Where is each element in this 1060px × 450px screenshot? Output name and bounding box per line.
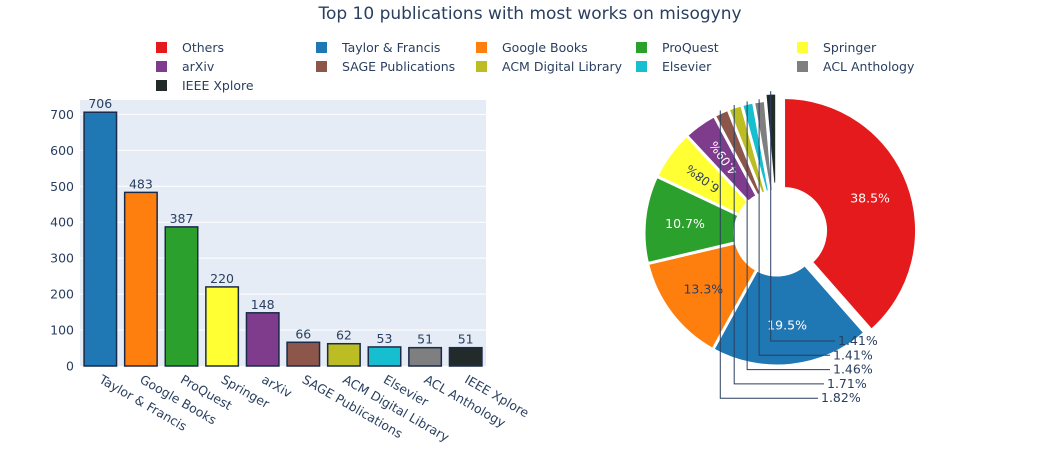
bar-arxiv	[245, 312, 280, 367]
legend-label: Taylor & Francis	[342, 39, 441, 55]
slice-label-ieee-xplore: 1.41%	[838, 333, 878, 348]
slice-label-others: 38.5%	[850, 190, 890, 205]
leader-line-elsevier	[746, 101, 830, 371]
leader-line-sage-publications	[719, 110, 818, 399]
data-label-arxiv: 148	[251, 297, 275, 312]
legend-swatch	[636, 41, 647, 53]
legend-label: Elsevier	[662, 58, 712, 74]
y-tick-label-500: 500	[50, 179, 74, 194]
legend-label: ACM Digital Library	[502, 58, 623, 74]
legend-swatch	[476, 60, 487, 72]
bar-taylor-and-francis	[83, 111, 118, 367]
bar-springer	[205, 286, 240, 367]
y-tick-label-400: 400	[50, 215, 74, 230]
data-label-proquest: 387	[170, 211, 194, 226]
legend-item-springer[interactable]: Springer	[797, 39, 876, 55]
slice-label-google-books: 13.3%	[683, 281, 723, 296]
data-label-acl-anthology: 51	[417, 332, 433, 347]
legend-item-google-books[interactable]: Google Books	[476, 39, 588, 55]
slice-label-acl-anthology: 1.41%	[833, 347, 873, 362]
slice-google-books	[645, 240, 759, 352]
bar-ieee-xplore	[448, 346, 483, 367]
legend-swatch	[316, 41, 327, 53]
slice-label-elsevier: 1.46%	[833, 362, 873, 377]
legend-label: ACL Anthology	[823, 58, 915, 74]
legend-label: IEEE Xplore	[182, 77, 254, 93]
legend-label: Others	[182, 39, 225, 55]
legend-swatch	[156, 41, 167, 53]
slice-label-sage-publications: 1.82%	[821, 390, 861, 405]
slice-label-acm-digital-library: 1.71%	[827, 376, 867, 391]
legend-item-arxiv[interactable]: arXiv	[156, 58, 214, 74]
bar-proquest	[164, 226, 199, 367]
legend-label: Google Books	[502, 39, 588, 55]
data-label-acm-digital-library: 62	[336, 328, 352, 343]
legend-swatch	[476, 41, 487, 53]
legend-label: arXiv	[182, 58, 215, 74]
data-label-taylor-and-francis: 706	[88, 96, 112, 111]
bar-sage-publications	[286, 341, 321, 367]
data-label-google-books: 483	[129, 176, 153, 191]
legend-swatch	[797, 60, 808, 72]
y-tick-label-600: 600	[50, 143, 74, 158]
legend-swatch	[156, 79, 167, 91]
slice-label-proquest: 10.7%	[665, 216, 705, 231]
y-tick-label-200: 200	[50, 287, 74, 302]
data-label-ieee-xplore: 51	[458, 332, 474, 347]
legend-item-acm-digital-library[interactable]: ACM Digital Library	[476, 58, 622, 74]
slice-acl-anthology	[751, 98, 775, 194]
slice-label-taylor-and-francis: 19.5%	[767, 317, 807, 332]
legend-item-sage-publications[interactable]: SAGE Publications	[316, 58, 455, 74]
data-label-springer: 220	[210, 271, 234, 286]
legend-item-others[interactable]: Others	[156, 39, 224, 55]
bar-acm-digital-library	[326, 342, 361, 367]
donut-chart: 38.5%19.5%13.3%10.7%6.08%4.09%1.82%1.71%…	[642, 91, 919, 405]
legend-item-proquest[interactable]: ProQuest	[636, 39, 719, 55]
bar-google-books	[123, 191, 158, 367]
legend-swatch	[797, 41, 808, 53]
y-tick-label-300: 300	[50, 251, 74, 266]
slice-others	[782, 96, 919, 333]
y-tick-label-0: 0	[66, 359, 74, 374]
legend-label: ProQuest	[662, 39, 719, 55]
legend-swatch	[636, 60, 647, 72]
legend-item-ieee-xplore[interactable]: IEEE Xplore	[156, 77, 254, 93]
bar-elsevier	[367, 346, 402, 367]
leader-line-acm-digital-library	[733, 104, 824, 385]
y-tick-label-100: 100	[50, 323, 74, 338]
legend-label: SAGE Publications	[342, 58, 456, 74]
data-label-elsevier: 53	[377, 331, 393, 346]
leader-line-acl-anthology	[758, 99, 830, 356]
legend-item-elsevier[interactable]: Elsevier	[636, 58, 711, 74]
legend-item-taylor-and-francis[interactable]: Taylor & Francis	[316, 39, 440, 55]
legend-swatch	[316, 60, 327, 72]
y-tick-label-700: 700	[50, 107, 74, 122]
legend-swatch	[156, 60, 167, 72]
chart-title: Top 10 publications with most works on m…	[318, 4, 742, 24]
legend-item-acl-anthology[interactable]: ACL Anthology	[797, 58, 914, 74]
legend-label: Springer	[823, 39, 877, 55]
leader-line-ieee-xplore	[770, 91, 835, 342]
bar-acl-anthology	[408, 346, 443, 367]
data-label-sage-publications: 66	[295, 326, 311, 341]
